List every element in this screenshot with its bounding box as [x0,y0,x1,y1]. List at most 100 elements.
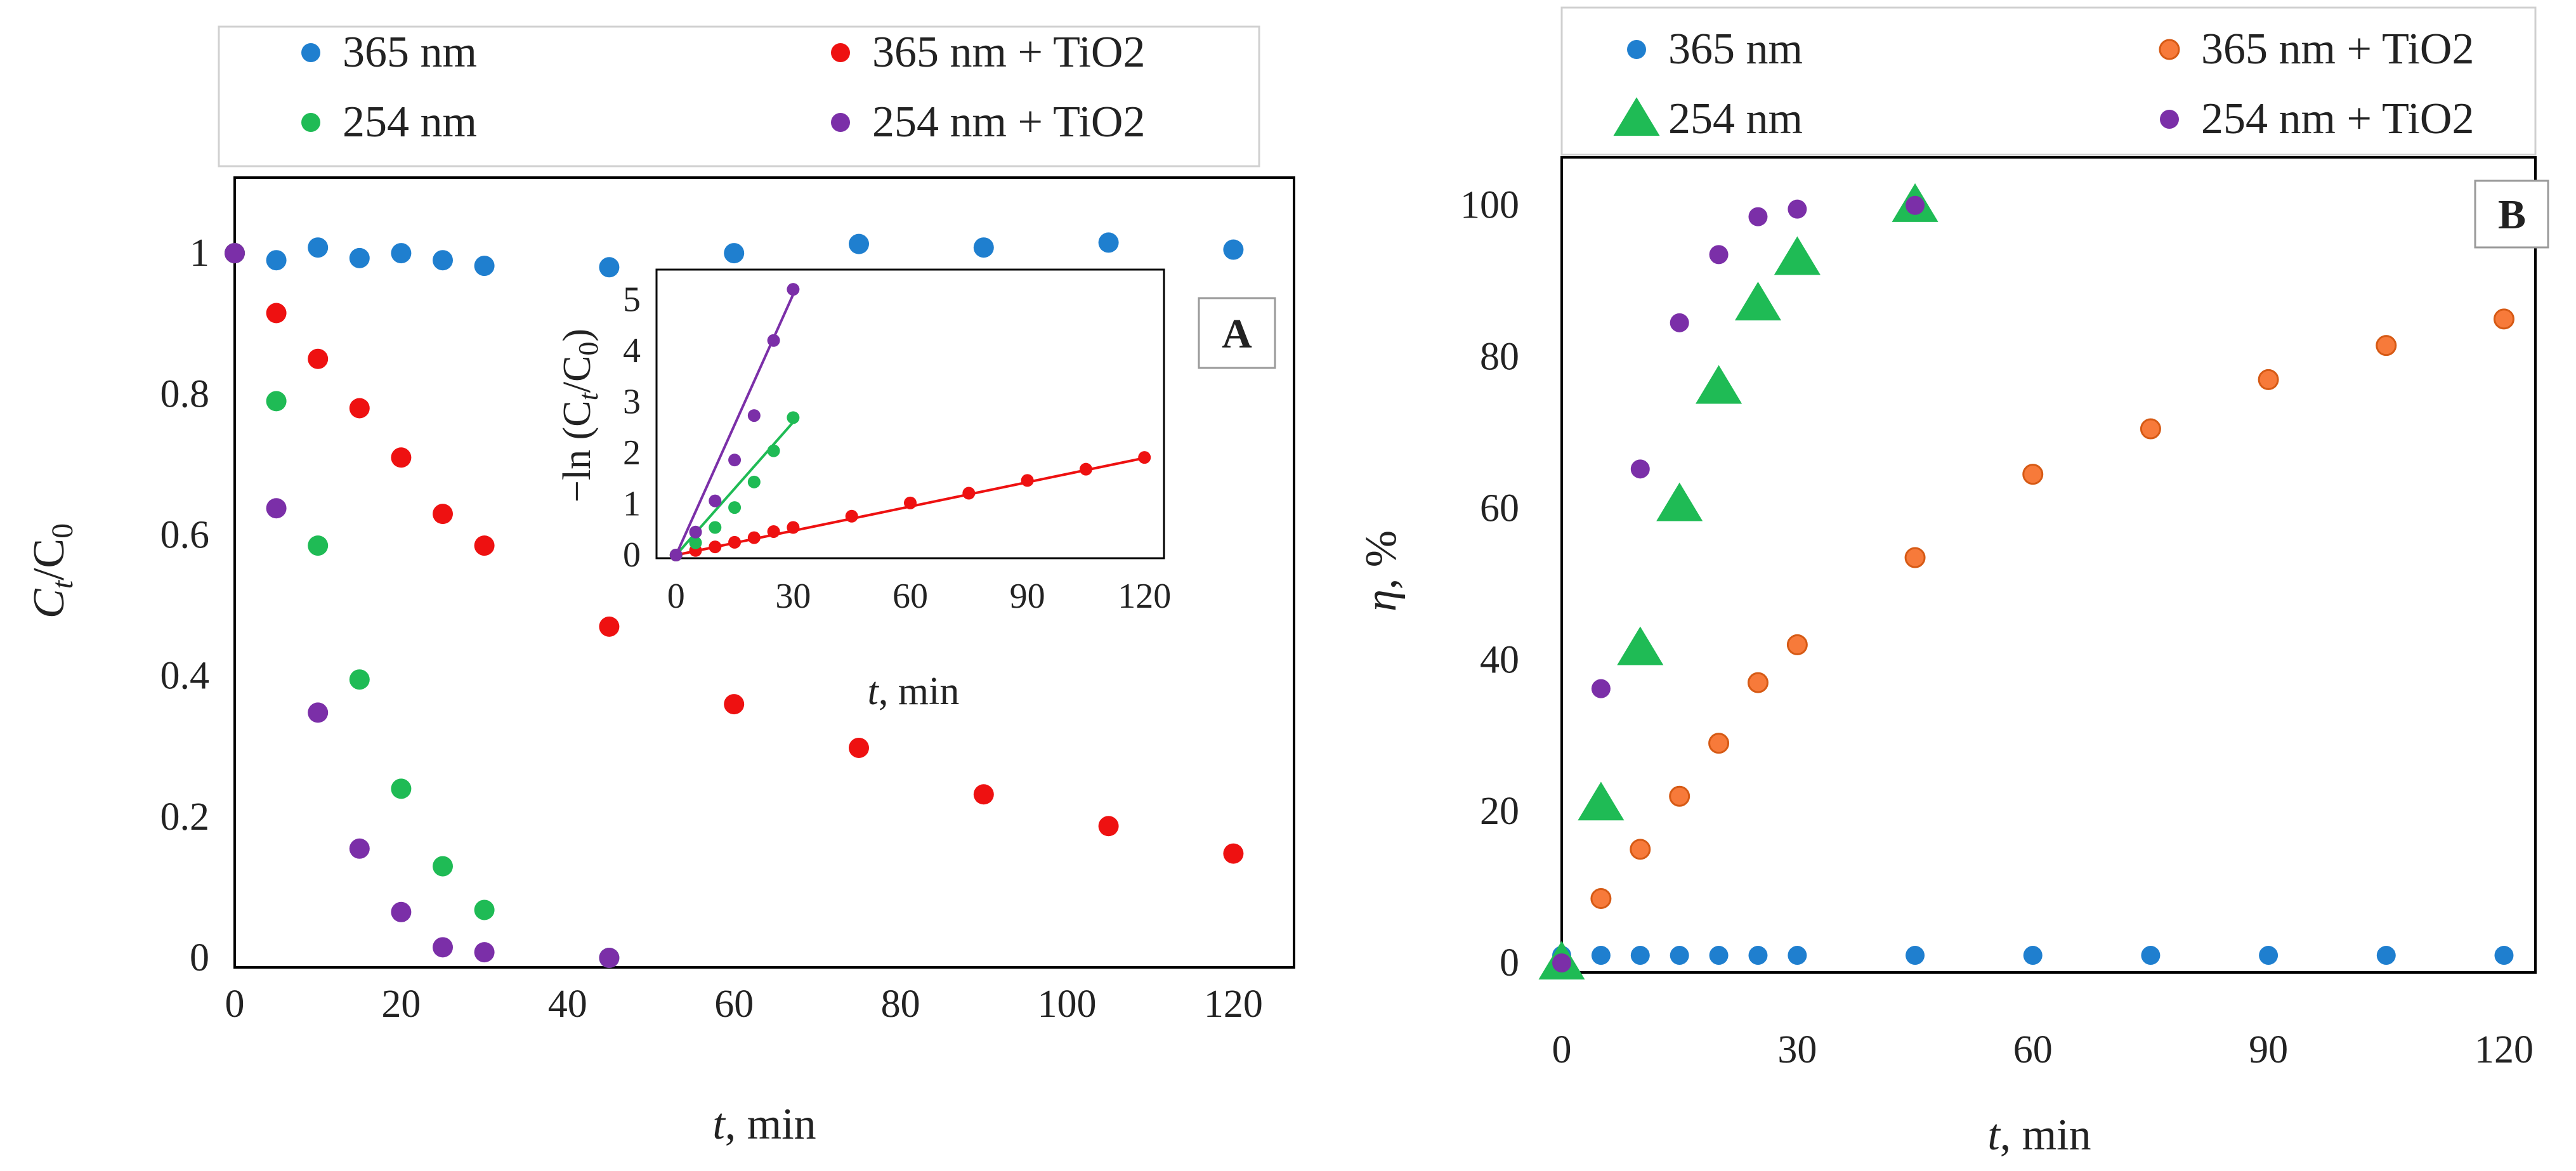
point-365-nm-tio2 [1669,785,1690,807]
point-254-nm-tio2 [1788,199,1807,219]
inset-point-365-nm-tio2 [1079,462,1092,476]
inset-y-tick-label: 0 [623,535,641,575]
point-365-nm [2023,946,2043,965]
x-tick-label: 60 [714,983,754,1026]
point-365-nm [2494,946,2514,965]
point-365-nm [849,233,869,254]
inset-y-tick-label: 3 [623,382,641,421]
point-254-nm [1617,626,1664,665]
point-365-nm-tio2 [1708,733,1730,754]
inset-point-254-nm [747,475,761,488]
panel-label-box-b [2474,180,2549,249]
point-365-nm [1098,232,1119,253]
inset-point-254-nm [689,536,702,549]
inset-point-365-nm-tio2 [962,487,976,500]
point-254-nm [1734,282,1782,321]
x-tick-label: 0 [1552,1028,1572,1071]
inset-point-254-nm [709,521,722,534]
legend-marker-365-nm [301,43,320,62]
legend-marker-254-nm-tio2 [2160,110,2179,129]
x-tick-label: 40 [548,983,587,1026]
point-365-nm-tio2 [2140,418,2161,440]
inset-point-365-nm-tio2 [845,509,858,523]
x-ticks-a: 0 20 40 60 80 100 120 [225,983,1263,1026]
point-365-nm-tio2 [1747,672,1769,693]
inset-point-254-nm-tio2 [669,549,683,561]
legend-marker-365-nm [1627,40,1646,59]
point-254-nm-tio2 [266,498,287,519]
inset-point-365-nm-tio2 [728,535,742,549]
x-axis-title-a: t, min [712,1100,816,1149]
point-254-nm-tio2 [225,243,245,264]
point-365-nm [2376,946,2396,965]
point-365-nm [266,250,287,271]
legend-label: 365 nm + TiO2 [872,28,1145,77]
legend-box-a [218,25,1260,167]
x-axis-title-b: t, min [1987,1111,2091,1160]
point-365-nm-tio2 [433,504,453,525]
point-365-nm-tio2 [2258,369,2279,390]
point-365-nm-tio2 [1786,634,1808,655]
inset-x-tick-label: 90 [1010,577,1045,616]
y-tick-label: 0 [1500,941,1519,985]
legend-marker-254-nm [301,113,320,132]
point-254-nm-tio2 [474,942,495,963]
legend-box-b [1560,6,2537,156]
inset-x-tick-label: 120 [1118,577,1171,616]
point-365-nm [2141,946,2161,965]
point-365-nm-tio2 [724,694,745,715]
inset-y-tick-label: 5 [623,280,641,319]
inset-x-tick-label: 30 [775,577,811,616]
plot-frame-b [1560,156,2537,974]
points-a [225,232,1244,968]
panel-label-a: A [1222,311,1252,357]
point-254-nm-tio2 [1552,953,1571,972]
point-365-nm [1591,946,1611,965]
inset-point-254-nm-tio2 [689,525,702,539]
legend-label: 365 nm [343,28,477,77]
y-ticks-a: 0 0.2 0.4 0.6 0.8 1 [160,232,210,979]
legend-label: 365 nm [1668,25,1803,74]
point-254-nm-tio2 [1630,459,1650,479]
y-axis-title-a: Ct/C0 [25,523,79,618]
inset-frame [655,268,1165,559]
point-254-nm [391,778,412,799]
inset-y-tick-label: 4 [623,331,641,370]
x-tick-label: 60 [2013,1028,2053,1071]
point-365-nm-tio2 [1630,839,1651,860]
inset-point-254-nm-tio2 [767,334,780,347]
point-365-nm-tio2 [266,303,287,324]
inset-y-ticks: 0 1 2 3 4 5 [623,280,641,575]
inset-x-axis-title: t, min [868,670,960,713]
y-tick-label: 0.8 [160,372,210,415]
point-254-nm [1774,236,1821,275]
inset-point-254-nm-tio2 [709,494,722,507]
point-365-nm-tio2 [849,737,869,758]
x-tick-label: 0 [225,983,245,1026]
inset-x-tick-label: 0 [667,577,685,616]
point-365-nm [474,256,495,277]
x-tick-label: 80 [881,983,920,1026]
y-tick-label: 40 [1480,638,1519,681]
inset-point-254-nm-tio2 [787,283,800,296]
inset-a: 0 30 60 90 120 0 1 2 3 4 5 t, min −ln (Ct/C0) [556,268,1171,713]
inset-point-254-nm [787,411,800,424]
point-365-nm-tio2 [1904,547,1926,568]
y-tick-label: 100 [1460,184,1519,227]
legend-marker-365-nm-tio2 [2159,39,2180,60]
legend-label: 254 nm [343,98,477,147]
inset-y-tick-label: 1 [623,484,641,523]
point-254-nm [1696,365,1742,404]
point-365-nm-tio2 [973,784,994,805]
point-365-nm-tio2 [308,348,329,369]
point-365-nm [599,257,620,278]
y-tick-label: 60 [1480,487,1519,530]
point-254-nm [433,856,453,877]
legend-marker-254-nm [1613,97,1660,136]
point-254-nm-tio2 [349,838,370,859]
point-365-nm-tio2 [2022,464,2044,485]
point-254-nm [266,391,287,412]
inset-point-365-nm-tio2 [787,521,800,534]
point-365-nm [1748,946,1768,965]
point-365-nm [1788,946,1807,965]
